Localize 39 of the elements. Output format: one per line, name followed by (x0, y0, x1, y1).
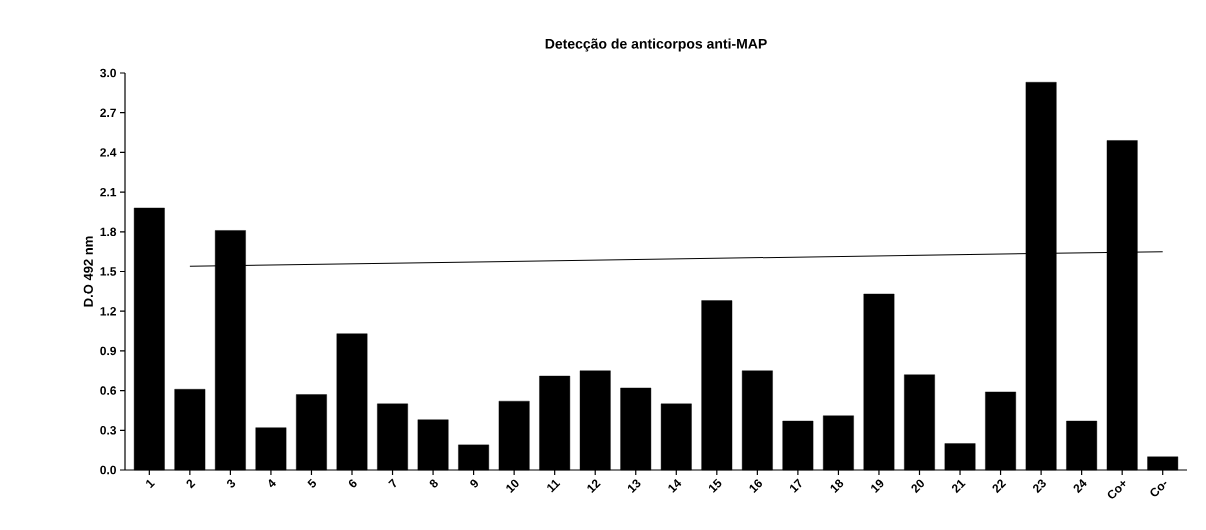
y-axis-title: D.O 492 nm (83, 236, 93, 307)
x-tick-label: 12 (587, 479, 601, 493)
x-tick-label: 2 (186, 479, 196, 489)
x-tick-label: 19 (871, 479, 884, 493)
y-tick-label: 2.4 (100, 148, 117, 157)
x-tick-label: 8 (429, 479, 438, 488)
x-tick-label: 6 (348, 479, 357, 488)
x-tick-label: 17 (789, 478, 802, 493)
x-tick-label: 23 (1033, 479, 1046, 494)
y-tick-label: 2.7 (100, 108, 116, 117)
x-tick-label: 5 (307, 478, 317, 488)
x-tick-label: 18 (830, 479, 844, 493)
x-tick-label: 22 (992, 479, 1007, 494)
x-tick-label: 10 (506, 479, 519, 493)
x-tick-label: 21 (951, 479, 966, 494)
y-tick-label: 1.2 (100, 307, 116, 316)
x-tick-label: 20 (911, 479, 924, 494)
chart-title: Detecção de anticorpos anti-MAP (545, 38, 767, 52)
x-tick-label: 11 (547, 479, 561, 493)
x-tick-label: 4 (268, 478, 276, 488)
y-tick-label: 0.3 (100, 426, 117, 435)
x-tick-label: 14 (668, 478, 682, 493)
x-tick-label: 15 (708, 478, 722, 493)
y-tick-label: 1.8 (100, 227, 117, 237)
x-tick-label: 24 (1073, 479, 1087, 494)
y-tick-label: 0.9 (100, 346, 117, 356)
x-tick-label: Co- (1150, 481, 1167, 497)
y-tick-label: 1.5 (100, 267, 117, 276)
y-tick-label: 3.0 (100, 68, 116, 78)
y-tick-label: 2.1 (100, 187, 117, 197)
x-tick-label: 3 (227, 479, 236, 488)
x-tick-label: 9 (470, 479, 478, 488)
y-tick-label: 0.6 (100, 386, 117, 395)
x-tick-label: 7 (388, 478, 397, 488)
x-tick-label: 16 (749, 479, 762, 493)
y-tick-label: 0.0 (100, 465, 116, 475)
x-tick-label: Co+ (1107, 481, 1126, 499)
x-tick-label: 1 (146, 479, 155, 489)
x-tick-label: 13 (627, 479, 641, 493)
